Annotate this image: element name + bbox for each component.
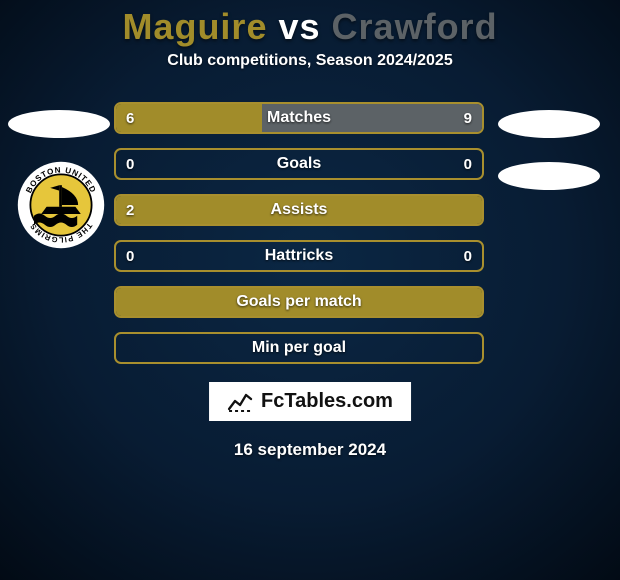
stat-value-right: 0 (454, 242, 482, 270)
date-text: 16 september 2024 (0, 440, 620, 460)
stat-label: Hattricks (116, 242, 482, 270)
player-left-oval (8, 110, 110, 138)
stat-fill-left (116, 288, 482, 316)
stat-label: Goals (116, 150, 482, 178)
stat-bar: Assists2 (114, 194, 484, 226)
stat-bar: Goals0 0 (114, 148, 484, 180)
stat-value-left: 0 (116, 242, 144, 270)
brand-icon (227, 391, 253, 413)
stat-bar: Goals per match (114, 286, 484, 318)
stat-value-left: 0 (116, 150, 144, 178)
stat-fill-left (116, 196, 482, 224)
club-crest: BOSTON UNITED THE PILGRIMS (16, 160, 106, 250)
player-left-name: Maguire (122, 6, 267, 47)
stat-fill-right (262, 104, 482, 132)
stat-bar: Hattricks0 0 (114, 240, 484, 272)
brand-text: FcTables.com (261, 390, 393, 413)
player-right-oval-1 (498, 110, 600, 138)
comparison-arena: BOSTON UNITED THE PILGRIMS Matches69 Goal… (0, 92, 620, 580)
player-right-oval-2 (498, 162, 600, 190)
subtitle: Club competitions, Season 2024/2025 (167, 52, 452, 70)
stat-bar: Matches69 (114, 102, 484, 134)
stat-bars: Matches69Goals00Assists2Hattricks00Goals… (114, 102, 484, 364)
comparison-title: Maguire vs Crawford (122, 6, 497, 52)
stat-value-right: 0 (454, 150, 482, 178)
stat-label: Min per goal (116, 334, 482, 362)
title-vs: vs (278, 6, 320, 47)
stat-fill-left (116, 104, 262, 132)
brand-box: FcTables.com (209, 382, 411, 421)
stat-bar: Min per goal (114, 332, 484, 364)
player-right-name: Crawford (332, 6, 498, 47)
